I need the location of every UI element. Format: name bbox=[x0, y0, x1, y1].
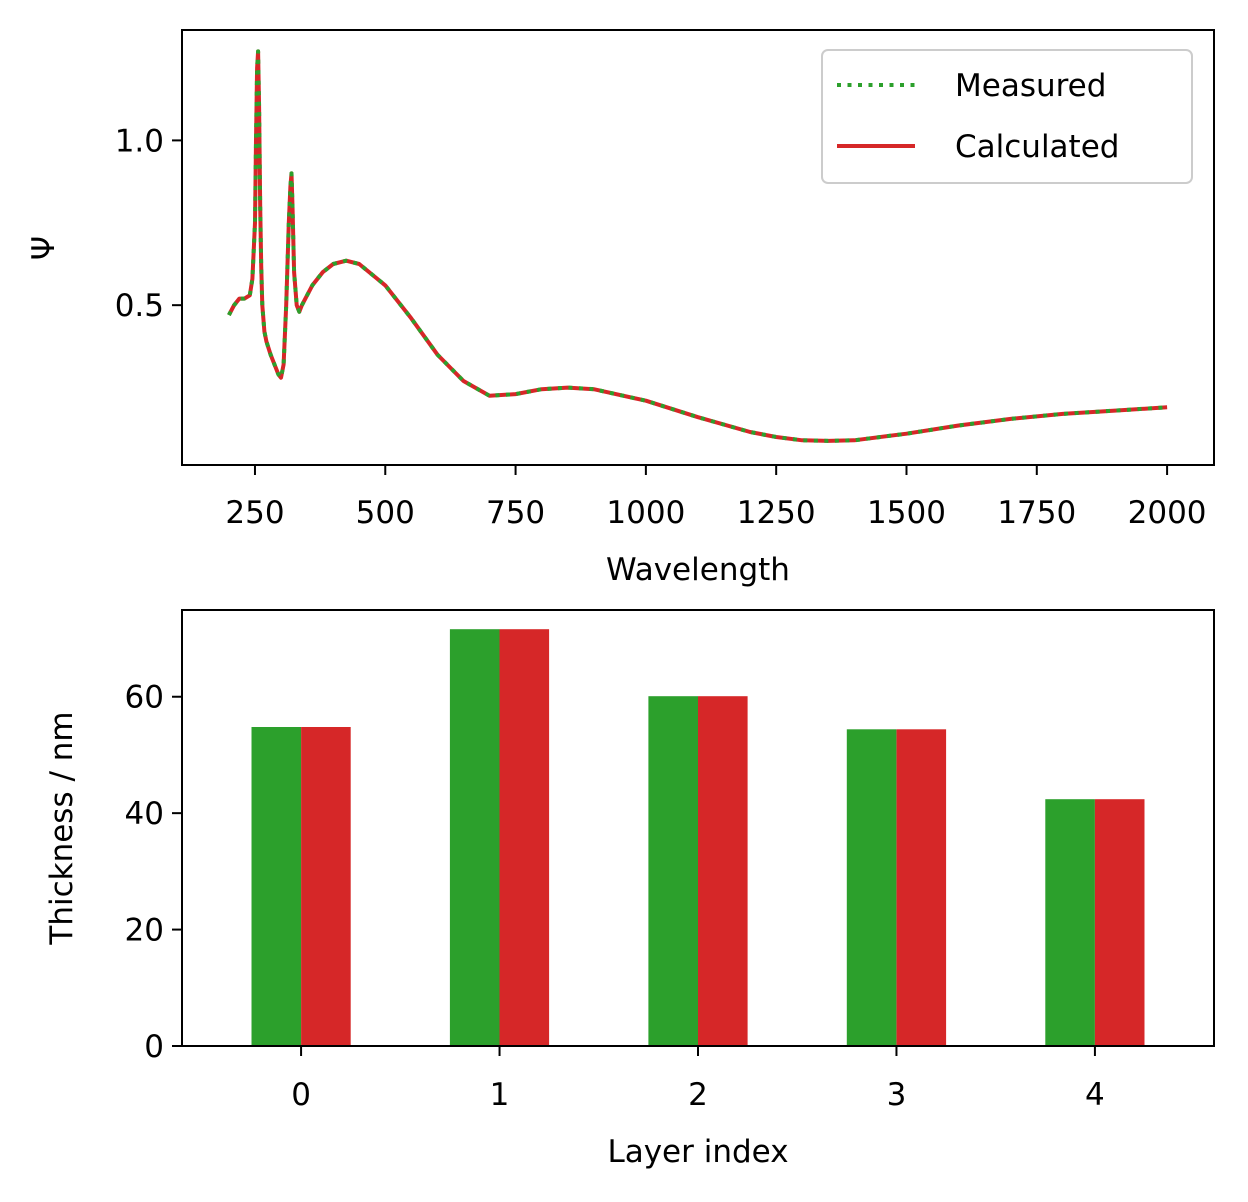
y-tick-label: 20 bbox=[125, 913, 164, 949]
thickness-bar-chart: 0 1 2 3 4 0 20 40 60 Layer index Thickness / nm bbox=[44, 609, 1215, 1170]
bar-layer-4-s0 bbox=[1045, 799, 1095, 1046]
legend-label-calculated: Calculated bbox=[955, 129, 1119, 165]
top-x-axis-label: Wavelength bbox=[606, 552, 790, 588]
bar-layer-2-s0 bbox=[648, 696, 698, 1046]
line-series-group bbox=[227, 49, 1168, 443]
x-tick-label: 0 bbox=[291, 1077, 311, 1113]
y-tick-label: 1.0 bbox=[115, 123, 164, 159]
x-tick-label: 4 bbox=[1085, 1077, 1105, 1113]
bar-layer-1-s1 bbox=[499, 629, 550, 1046]
x-tick-label: 1250 bbox=[737, 495, 816, 531]
x-tick-label: 1 bbox=[490, 1077, 510, 1113]
top-plot-frame bbox=[181, 29, 1215, 466]
x-tick-label: 2000 bbox=[1128, 495, 1207, 531]
bar-layer-2-s1 bbox=[698, 696, 748, 1046]
series-line-measured bbox=[227, 49, 1168, 443]
bar-layer-0-s1 bbox=[301, 727, 351, 1046]
legend: Measured Calculated bbox=[821, 49, 1193, 184]
x-tick-label: 500 bbox=[356, 495, 415, 531]
bar-layer-0-s0 bbox=[251, 727, 302, 1046]
y-tick-label: 0 bbox=[144, 1029, 164, 1065]
bar-series-group bbox=[251, 629, 1145, 1046]
x-tick-label: 750 bbox=[486, 495, 545, 531]
bar-layer-3-s1 bbox=[896, 729, 947, 1046]
bottom-x-axis: 0 1 2 3 4 bbox=[291, 1046, 1105, 1113]
bar-layer-4-s1 bbox=[1094, 799, 1145, 1046]
x-tick-label: 3 bbox=[887, 1077, 907, 1113]
top-x-axis: 250 500 750 1000 1250 1500 1750 2000 bbox=[225, 465, 1207, 531]
bar-layer-3-s0 bbox=[846, 729, 897, 1046]
x-tick-label: 1000 bbox=[606, 495, 685, 531]
bottom-y-axis-label: Thickness / nm bbox=[44, 711, 80, 945]
psi-line-chart: 250 500 750 1000 1250 1500 1750 2000 0.5 1.0 Wav… bbox=[26, 29, 1215, 588]
y-tick-label: 40 bbox=[125, 796, 164, 832]
bottom-y-axis: 0 20 40 60 bbox=[125, 680, 182, 1065]
bottom-x-axis-label: Layer index bbox=[607, 1134, 788, 1170]
y-tick-label: 60 bbox=[125, 680, 164, 716]
x-tick-label: 1500 bbox=[867, 495, 946, 531]
bar-layer-1-s0 bbox=[449, 629, 500, 1046]
top-y-axis: 0.5 1.0 bbox=[115, 123, 182, 324]
x-tick-label: 2 bbox=[688, 1077, 708, 1113]
x-tick-label: 1750 bbox=[997, 495, 1076, 531]
y-tick-label: 0.5 bbox=[115, 288, 164, 324]
x-tick-label: 250 bbox=[225, 495, 284, 531]
legend-label-measured: Measured bbox=[955, 68, 1106, 104]
top-y-axis-label: Ψ bbox=[26, 236, 62, 260]
